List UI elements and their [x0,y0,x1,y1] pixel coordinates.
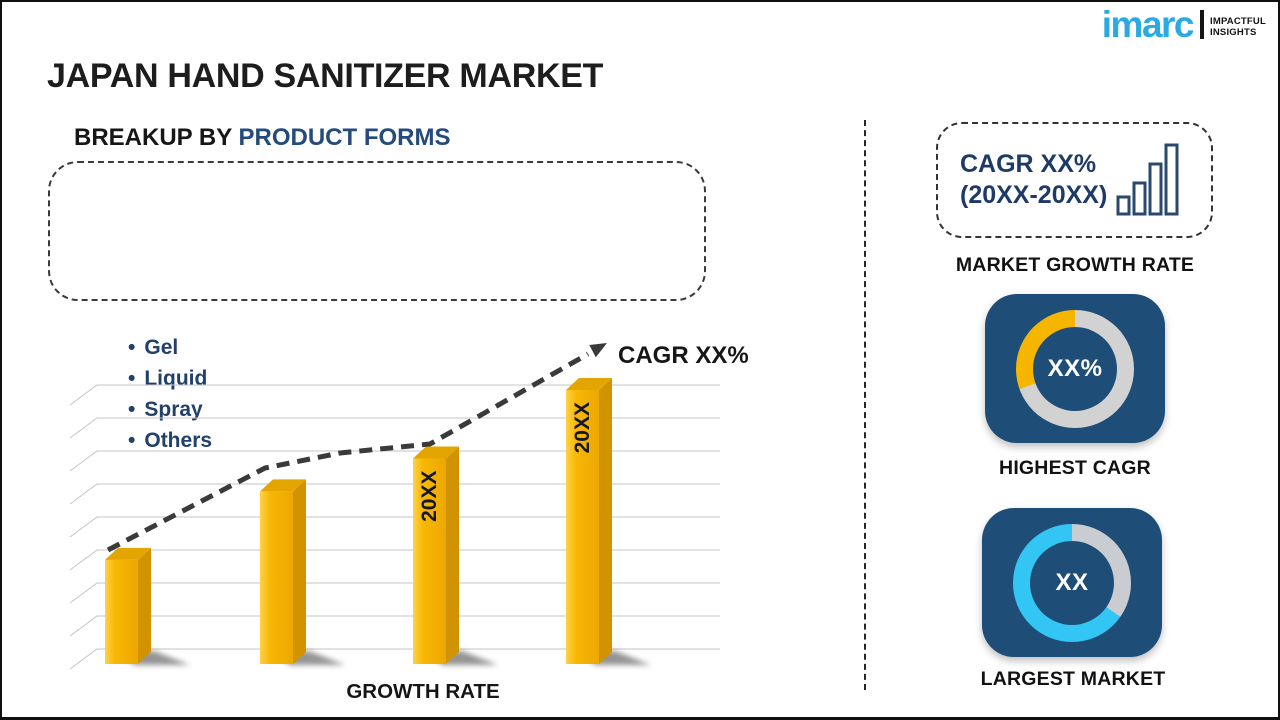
bar-year-label: 20XX [571,402,594,453]
bar-year-label: 20XX [418,471,441,522]
section-divider [864,120,866,690]
list-item: • Others [128,425,212,456]
largest-market-value: XX [1055,568,1089,596]
growth-rate-chart: 20XX 20XX CAGR XX% GROWTH RATE [60,335,760,715]
highest-cagr-card: XX% [985,294,1165,443]
logo-tagline-line1: IMPACTFUL [1210,15,1266,27]
largest-market-donut: XX [1013,523,1131,642]
breakup-heading: BREAKUP BY PRODUCT FORMS [74,124,450,152]
donut-hole: XX [1030,540,1114,625]
bar-top [566,378,612,390]
cagr-box-line1: CAGR XX% [960,149,1097,178]
imarc-logo: imarc IMPACTFUL INSIGHTS [1101,4,1266,45]
bar-front [260,491,293,664]
bar-side [293,479,306,664]
cagr-annotation: CAGR XX% [618,342,749,369]
bar-front [105,559,138,664]
breakup-heading-prefix: BREAKUP BY [74,124,239,151]
list-item-label: Gel [144,336,179,360]
donut-hole: XX% [1033,326,1117,411]
list-item-label: Liquid [144,367,208,391]
list-item-label: Others [144,428,213,452]
list-item: • Liquid [128,364,212,395]
bar-chart-icon [1116,143,1179,216]
page-title: JAPAN HAND SANITIZER MARKET [47,57,604,95]
logo-divider [1200,10,1205,40]
logo-tagline: IMPACTFUL INSIGHTS [1210,16,1266,42]
largest-market-card: XX [982,508,1162,657]
bullet-icon: • [128,397,136,421]
highest-cagr-label: HIGHEST CAGR [999,457,1151,479]
bar-side [446,446,459,664]
chart-xlabel: GROWTH RATE [346,680,499,703]
trend-dashed-line [106,351,590,553]
product-forms-list: • Gel • Liquid • Spray • Others [128,333,212,456]
highest-cagr-value: XX% [1047,354,1103,382]
bar-top [413,446,459,459]
list-item-label: Spray [144,397,203,421]
chart-gridlines [69,384,720,670]
list-item: • Spray [128,395,212,426]
bullet-icon: • [128,367,136,391]
market-growth-rate-label: MARKET GROWTH RATE [955,254,1195,276]
bullet-icon: • [128,428,136,452]
cagr-box: CAGR XX% (20XX-20XX) [936,122,1213,238]
list-item: • Gel [128,333,212,364]
trend-arrowhead-icon [589,343,607,358]
imarc-brand-wordmark: imarc [1101,4,1195,45]
bar-front [413,458,446,664]
highest-cagr-donut: XX% [1016,309,1134,428]
bar-side [599,378,612,664]
breakup-heading-highlight: PRODUCT FORMS [238,124,451,151]
bar-top [105,547,151,560]
growth-rate-chart-svg: 20XX 20XX CAGR XX% GROWTH RATE [69,342,749,703]
bars-group: 20XX 20XX [105,378,651,665]
cagr-box-line2: (20XX-20XX) [960,181,1108,209]
bullet-icon: • [128,336,136,360]
cagr-box-text: CAGR XX% (20XX-20XX) [960,149,1107,212]
largest-market-label: LARGEST MARKET [980,668,1166,690]
bar-side [138,547,151,664]
bar-front [566,390,599,664]
bar-top [260,479,306,492]
logo-tagline-line2: INSIGHTS [1210,27,1257,39]
product-forms-box: • Gel • Liquid • Spray • Others [48,161,706,452]
